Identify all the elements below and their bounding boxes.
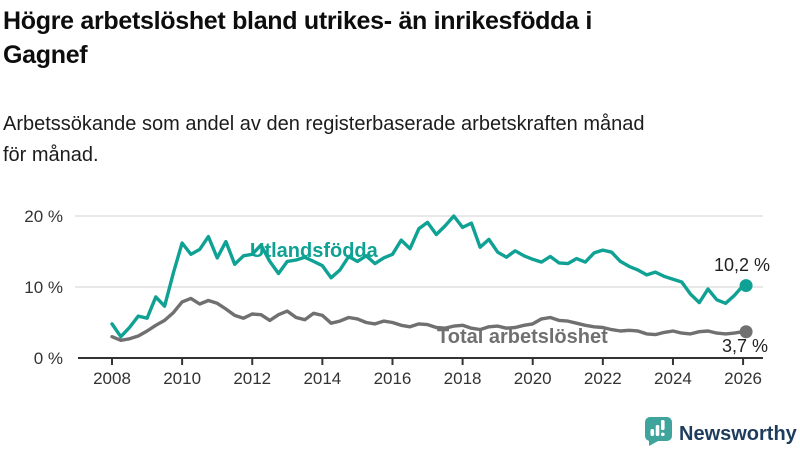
page-title-line-1: Högre arbetslöshet bland utrikes- än inr… — [3, 7, 592, 35]
y-tick-label: 20 % — [24, 207, 63, 226]
y-tick-label: 0 % — [34, 349, 63, 368]
series-line-utlandsfodda — [110, 214, 745, 339]
x-tick-label: 2026 — [724, 369, 762, 388]
x-tick-label: 2008 — [93, 369, 131, 388]
x-axis: 2008 2010 2012 2014 2016 2018 2020 2022 2024 2026 — [78, 357, 763, 388]
newsworthy-wordmark: Newsworthy — [679, 423, 798, 445]
x-tick-label: 2010 — [163, 369, 201, 388]
chart-subtitle: Arbetssökande som andel av den registerb… — [3, 109, 693, 171]
page-title-line-2: Gagnef — [3, 41, 88, 69]
chart-subtitle-line-2: för månad. — [3, 144, 99, 166]
x-tick-label: 2016 — [374, 369, 412, 388]
series-line-total — [110, 296, 745, 342]
x-tick-label: 2024 — [654, 369, 692, 388]
bar-chart-speech-bubble-icon — [645, 417, 672, 446]
y-tick-label: 10 % — [24, 278, 63, 297]
x-axis-tick-labels: 2008 2010 2012 2014 2016 2018 2020 2022 2024 2026 — [93, 369, 762, 388]
newsworthy-logo: Newsworthy — [645, 417, 798, 446]
x-tick-label: 2022 — [584, 369, 622, 388]
x-tick-label: 2020 — [514, 369, 552, 388]
chart-subtitle-line-1: Arbetssökande som andel av den registerb… — [3, 113, 645, 135]
page-title: Högre arbetslöshet bland utrikes- än inr… — [3, 4, 703, 72]
series-label-utlandsfodda: Utlandsfödda — [250, 240, 379, 262]
end-dot-total — [739, 325, 753, 339]
x-axis-ticks — [111, 358, 745, 365]
end-dot-utlandsfodda — [739, 279, 753, 293]
gridlines — [75, 215, 763, 288]
end-value-utlandsfodda: 10,2 % — [714, 255, 770, 275]
x-tick-label: 2014 — [303, 369, 341, 388]
series-label-total: Total arbetslöshet — [437, 326, 608, 348]
x-tick-label: 2012 — [233, 369, 271, 388]
end-value-total: 3,7 % — [722, 336, 768, 356]
x-tick-label: 2018 — [444, 369, 482, 388]
y-axis-labels: 0 % 10 % 20 % — [24, 207, 63, 368]
